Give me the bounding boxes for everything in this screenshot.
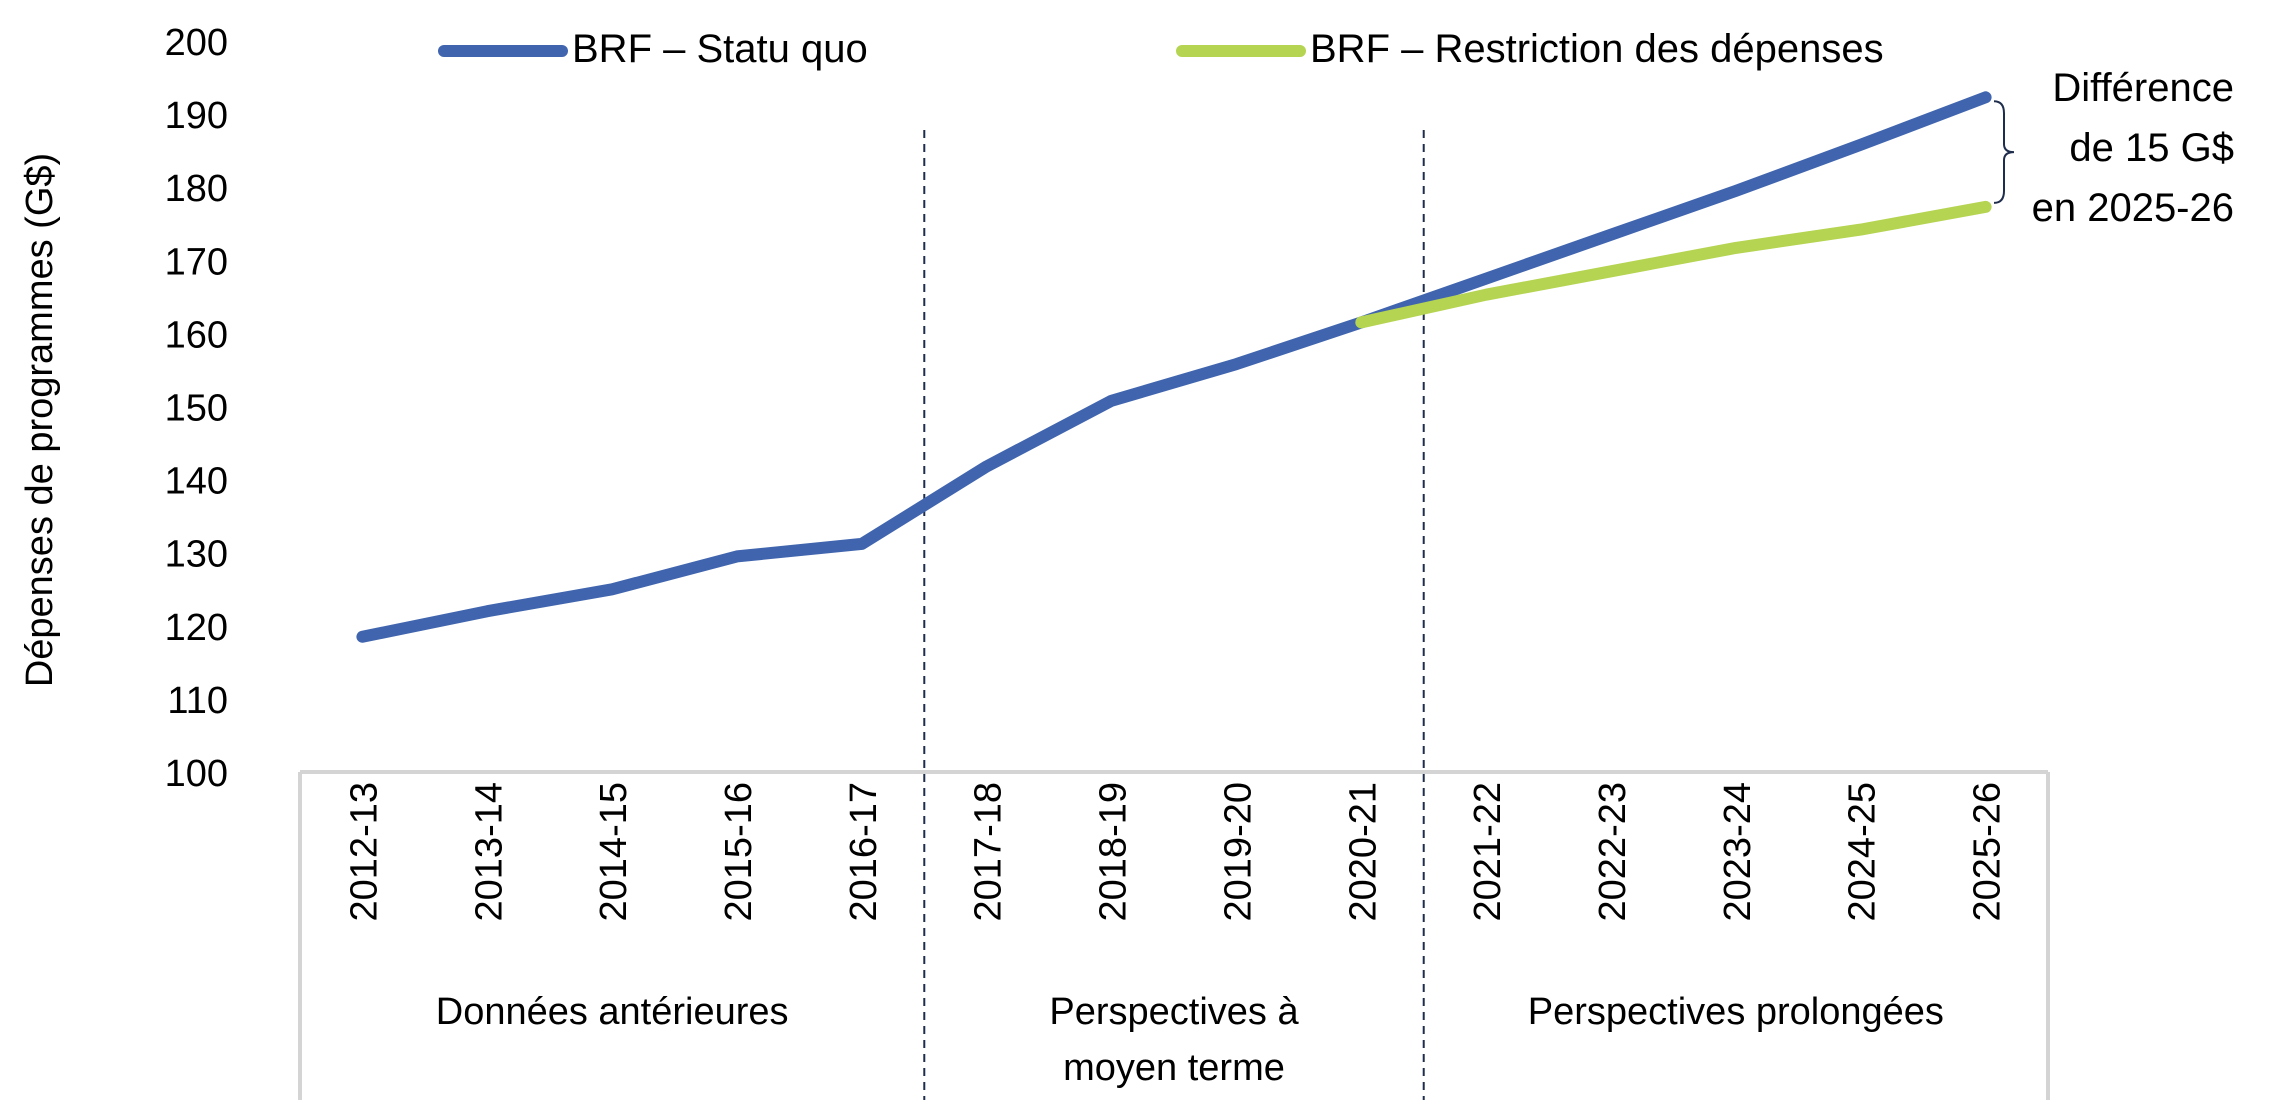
y-axis: 100 110 120 130 140 150 160 170 180 190 200 bbox=[165, 22, 228, 795]
annotation-text: de 15 G$ bbox=[2069, 126, 2234, 170]
y-tick-label: 100 bbox=[165, 753, 228, 795]
category-group-label: Perspectives prolongées bbox=[1528, 991, 1944, 1033]
category-group-label: Données antérieures bbox=[436, 991, 789, 1033]
y-tick-label: 200 bbox=[165, 22, 228, 64]
difference-annotation: Différence de 15 G$ en 2025-26 bbox=[1993, 66, 2234, 230]
y-tick-label: 130 bbox=[165, 534, 228, 576]
series-line bbox=[356, 91, 1992, 643]
y-tick-label: 170 bbox=[165, 241, 228, 283]
x-tick-label: 2020-21 bbox=[1342, 782, 1384, 921]
category-group-label: moyen terme bbox=[1063, 1047, 1285, 1089]
x-tick-label: 2025-26 bbox=[1967, 782, 2009, 921]
y-tick-label: 160 bbox=[165, 314, 228, 356]
x-tick-label: 2013-14 bbox=[468, 782, 510, 921]
y-tick-label: 150 bbox=[165, 388, 228, 430]
annotation-text: Différence bbox=[2052, 66, 2234, 110]
x-tick-label: 2017-18 bbox=[968, 782, 1010, 921]
y-tick-label: 190 bbox=[165, 95, 228, 137]
x-tick-label: 2024-25 bbox=[1842, 782, 1884, 921]
series-line bbox=[1355, 200, 1992, 329]
y-tick-label: 120 bbox=[165, 607, 228, 649]
y-axis-label: Dépenses de programmes (G$) bbox=[19, 153, 61, 687]
annotation-text: en 2025-26 bbox=[2032, 186, 2234, 230]
category-group-label: Perspectives à bbox=[1049, 991, 1299, 1033]
x-tick-label: 2012-13 bbox=[343, 782, 385, 921]
category-groups: Données antérieures Perspectives à moyen t… bbox=[436, 130, 1944, 1100]
x-tick-label: 2015-16 bbox=[718, 782, 760, 921]
legend-label: BRF – Restriction des dépenses bbox=[1310, 27, 1884, 71]
x-tick-label: 2023-24 bbox=[1717, 782, 1759, 921]
category-axis-frame bbox=[298, 770, 2050, 1100]
difference-bracket bbox=[1993, 100, 2015, 204]
x-tick-label: 2019-20 bbox=[1217, 782, 1259, 921]
x-tick-label: 2022-23 bbox=[1592, 782, 1634, 921]
y-tick-label: 180 bbox=[165, 168, 228, 210]
legend-label: BRF – Statu quo bbox=[572, 27, 868, 71]
x-tick-label: 2014-15 bbox=[593, 782, 635, 921]
x-axis: 2012-13 2013-14 2014-15 2015-16 2016-17 2017-… bbox=[343, 782, 2008, 921]
x-tick-label: 2016-17 bbox=[843, 782, 885, 921]
legend: BRF – Statu quo BRF – Restriction des dép… bbox=[438, 27, 1884, 71]
x-tick-label: 2021-22 bbox=[1467, 782, 1509, 921]
series-lines bbox=[356, 91, 1992, 643]
x-tick-label: 2018-19 bbox=[1093, 782, 1135, 921]
y-tick-label: 110 bbox=[167, 680, 228, 722]
y-tick-label: 140 bbox=[165, 461, 228, 503]
